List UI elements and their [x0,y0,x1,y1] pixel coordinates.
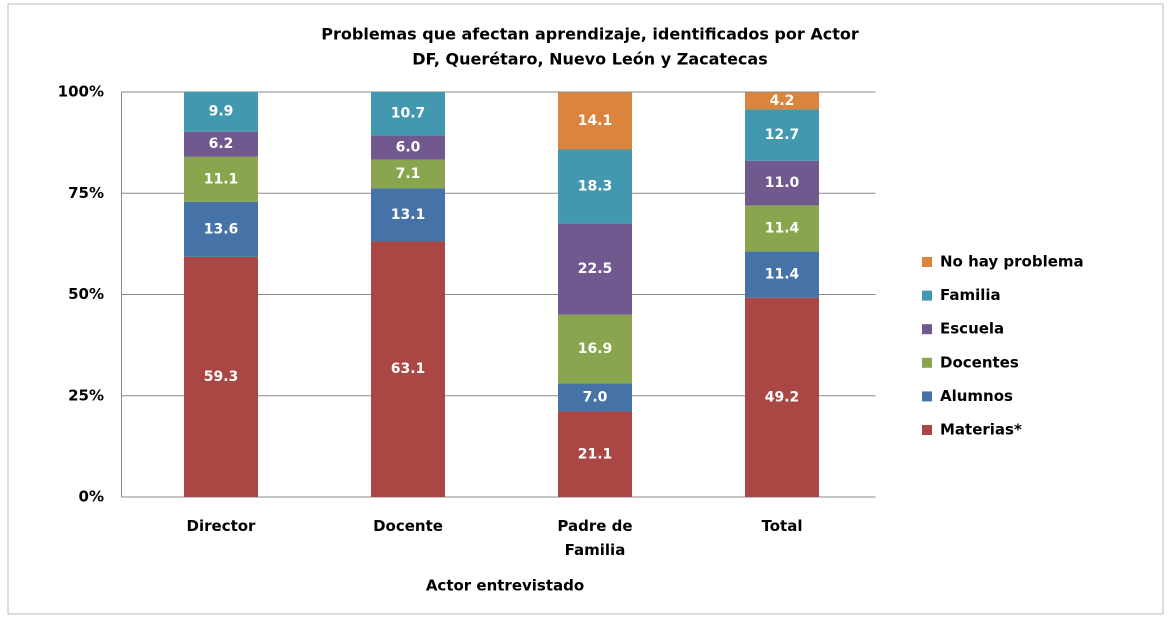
data-label: 9.9 [209,104,234,120]
data-label: 13.1 [391,207,426,223]
bar-segment [745,205,819,252]
bar-segment [745,251,819,298]
y-tick-label: 0% [79,488,104,506]
bar-segment [745,297,819,497]
bar-segment [558,223,632,315]
legend-label: Escuela [940,320,1004,338]
bar-segment [558,149,632,224]
y-tick-label: 75% [68,184,104,202]
chart-subtitle: DF, Querétaro, Nuevo León y Zacatecas [412,50,767,69]
data-label: 16.9 [578,341,613,357]
bar-segment [371,241,445,497]
bar-segment [745,160,819,206]
bar-segment [558,92,632,150]
data-label: 11.0 [765,175,800,191]
bar-segment [558,411,632,497]
bar-segment [184,131,258,157]
data-label: 14.1 [578,113,613,129]
bar-segment [558,314,632,384]
data-label: 6.0 [396,139,421,155]
data-label: 7.0 [583,389,608,405]
x-tick-label: Total [761,517,803,535]
bar-segment [371,188,445,242]
y-tick-label: 25% [68,386,104,404]
x-axis-title: Actor entrevistado [426,577,584,595]
bar-segment [371,135,445,160]
bar-segment [745,92,819,110]
data-label: 63.1 [391,361,426,377]
data-label: 11.1 [204,171,239,187]
x-tick-label: Director [186,517,256,535]
data-label: 21.1 [578,446,613,462]
data-label: 22.5 [578,261,613,277]
legend-swatch [922,357,932,368]
data-label: 11.4 [765,220,800,236]
bar-segment [184,156,258,202]
data-label: 11.4 [765,267,800,283]
y-tick-label: 100% [58,83,104,101]
bar-segment [745,109,819,161]
y-tick-label: 50% [68,285,104,303]
legend-label: Familia [940,286,1001,304]
data-label: 12.7 [765,127,800,143]
legend-label: Materias* [940,421,1022,439]
data-label: 59.3 [204,369,239,385]
legend-swatch [922,290,932,301]
data-label: 13.6 [204,221,239,237]
bar-segment [371,92,445,136]
data-label: 7.1 [396,166,421,182]
chart-frame [7,3,1164,615]
data-label: 6.2 [209,136,234,152]
x-tick-label: Padre de Familia [557,517,633,559]
legend-swatch [922,324,932,335]
data-label: 4.2 [770,93,795,109]
legend-swatch [922,425,932,435]
legend-swatch [922,391,932,402]
bar-segment [371,159,445,189]
bar-segment [184,256,258,497]
legend-label: Docentes [940,353,1019,371]
data-label: 49.2 [765,389,800,405]
x-tick-label: Docente [373,517,443,535]
bar-segment [558,383,632,412]
legend-label: Alumnos [940,387,1013,405]
data-label: 10.7 [391,106,426,122]
chart-title: Problemas que afectan aprendizaje, ident… [321,25,859,44]
bar-segment [184,91,258,132]
data-label: 18.3 [578,179,613,195]
legend-swatch [922,257,932,267]
bar-segment [184,201,258,257]
legend-label: No hay problema [940,253,1084,271]
